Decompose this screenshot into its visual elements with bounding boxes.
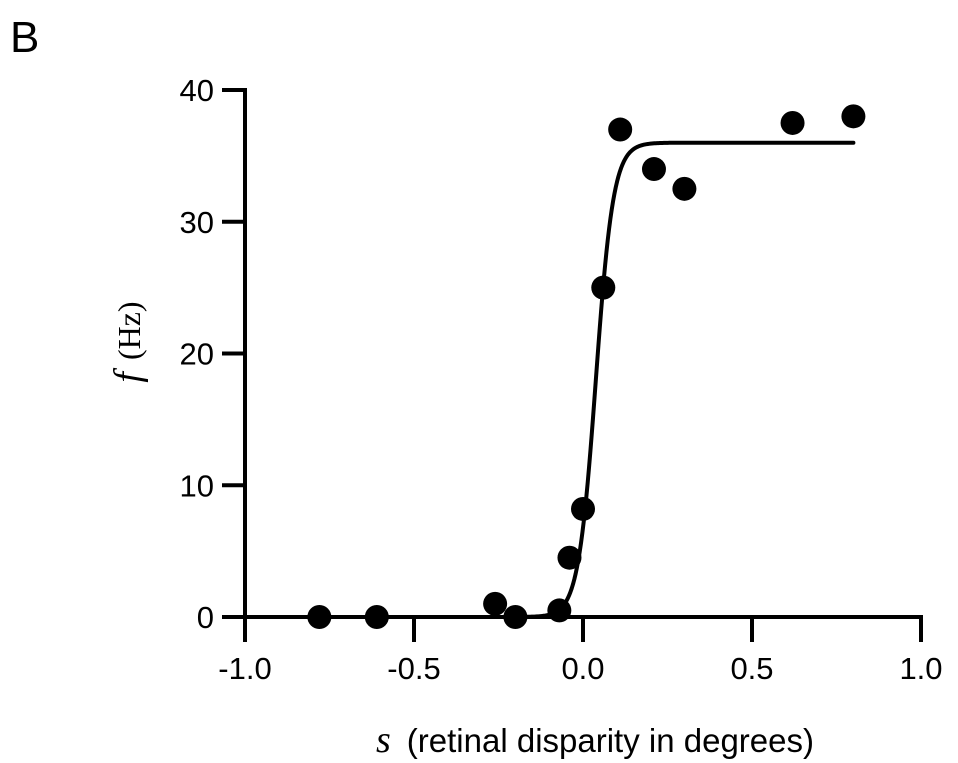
data-point [547,598,572,623]
data-point [672,176,697,201]
y-tick-label: 20 [180,337,214,372]
fitted-curve [317,140,856,619]
x-axis: -1.0 -0.5 0.0 0.5 1.0 [218,615,943,686]
x-axis-text: (retinal disparity in degrees) [407,722,814,759]
x-tick-label: -1.0 [218,651,271,686]
data-point [364,605,389,629]
y-tick-label: 30 [180,205,214,240]
x-tick-label: 0.0 [561,651,604,686]
y-ticks: 0 10 20 30 40 [180,73,245,635]
data-point [557,545,582,570]
data-point [841,104,866,129]
data-point [641,157,666,182]
y-axis-text: (Hz) [111,301,147,360]
data-point [571,496,595,521]
y-axis: 0 10 20 30 40 [180,73,247,635]
data-point [591,275,616,300]
y-tick-label: 10 [180,468,214,503]
data-points [307,104,866,629]
y-axis-symbol: f [107,368,149,383]
data-point [608,117,633,142]
data-point [483,591,508,616]
x-ticks: -1.0 -0.5 0.0 0.5 1.0 [218,617,943,686]
plot-area: 0 10 20 30 40 -1.0 -0.5 0.0 0.5 1.0 [180,73,943,686]
data-point [307,605,332,629]
x-axis-symbol: s [376,719,391,761]
panel-label: B [10,13,39,62]
data-point [780,110,805,135]
x-tick-label: 0.5 [730,651,773,686]
x-tick-label: 1.0 [899,651,942,686]
y-tick-label: 40 [180,73,214,108]
data-point [503,605,528,629]
y-tick-label: 0 [197,600,214,635]
x-tick-label: -0.5 [387,651,440,686]
y-axis-label: f (Hz) [107,301,149,382]
x-axis-label: s (retinal disparity in degrees) [376,719,814,761]
